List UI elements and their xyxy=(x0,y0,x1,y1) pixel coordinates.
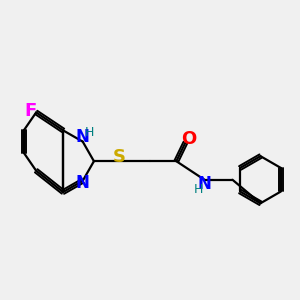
Text: S: S xyxy=(113,148,126,166)
Text: H: H xyxy=(194,183,203,196)
Text: H: H xyxy=(85,126,94,139)
Text: N: N xyxy=(76,174,90,192)
Text: F: F xyxy=(24,102,37,120)
Text: O: O xyxy=(181,130,196,148)
Text: N: N xyxy=(197,175,211,193)
Text: N: N xyxy=(76,128,90,146)
